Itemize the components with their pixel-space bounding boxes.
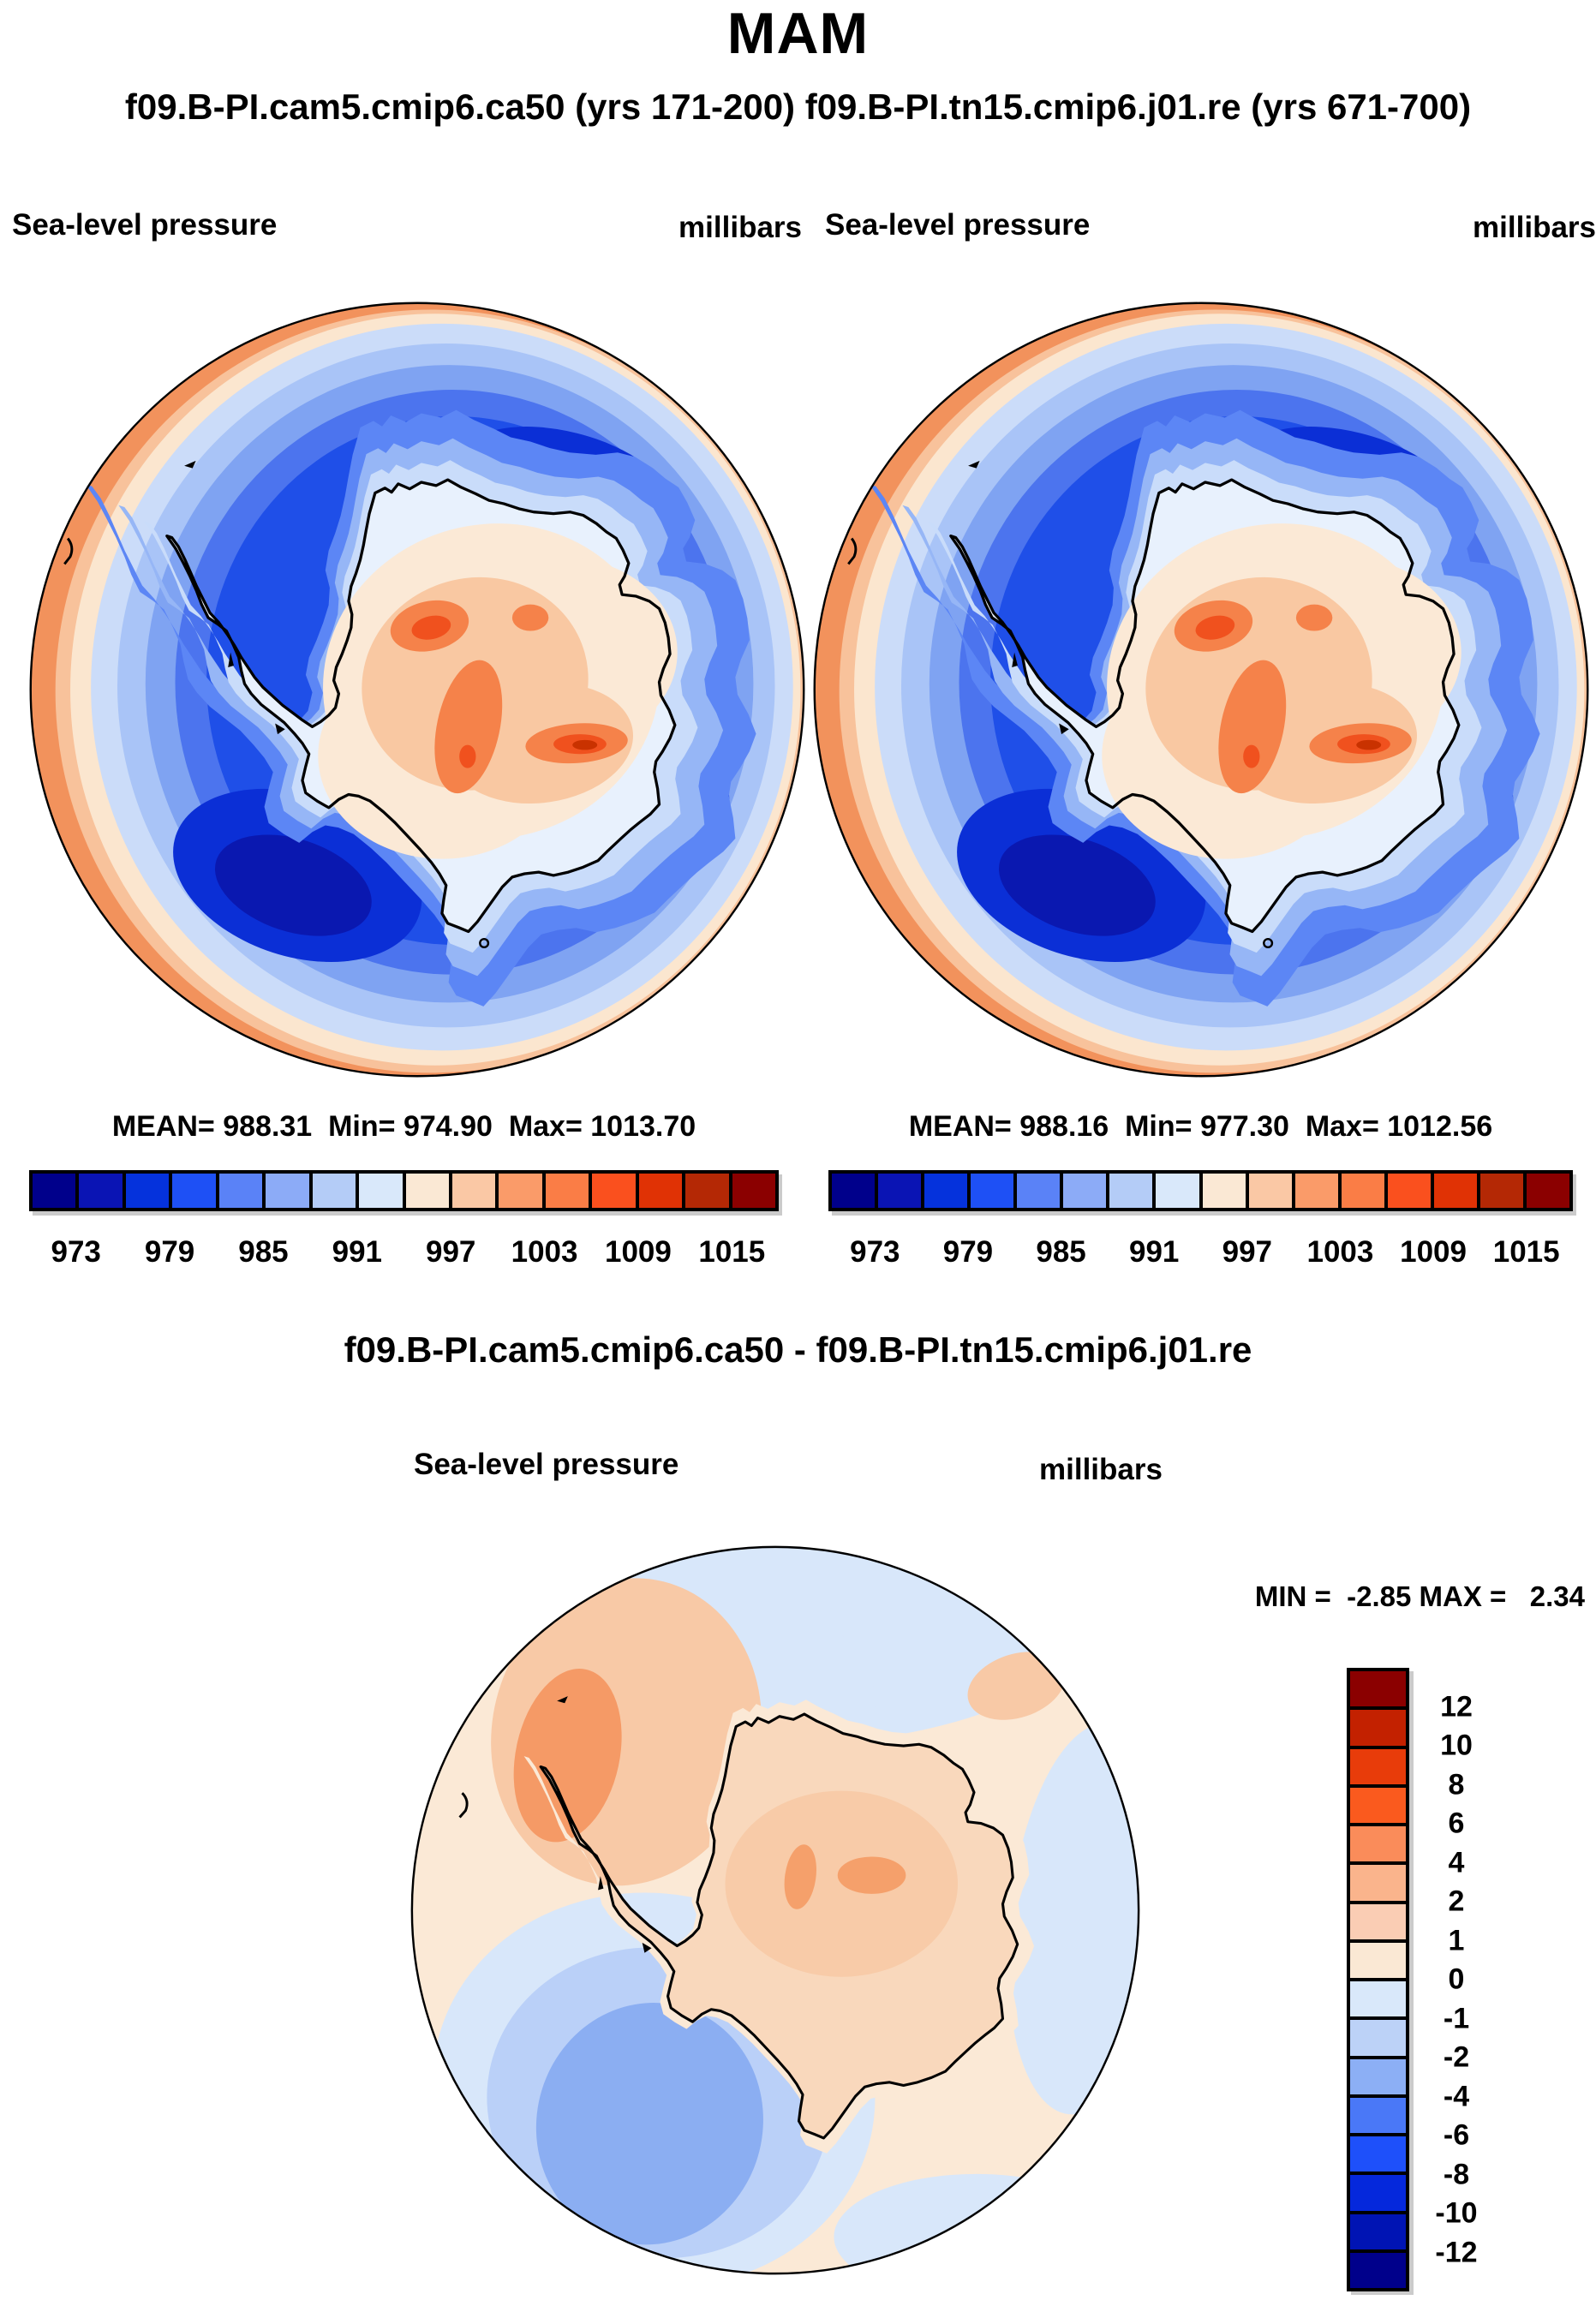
colorbar-tick-label: 10 — [1440, 1729, 1473, 1762]
pressure-colorbar-right — [828, 1170, 1573, 1211]
slp-map-right — [809, 297, 1593, 1082]
colorbar-cell — [1060, 1174, 1107, 1208]
colorbar-cell — [541, 1174, 589, 1208]
colorbar-cell — [1430, 1174, 1477, 1208]
colorbar-cell — [1476, 1174, 1523, 1208]
colorbar-cell — [1350, 1783, 1406, 1823]
colorbar-cell — [1350, 1823, 1406, 1862]
colorbar-tick-label: 6 — [1448, 1807, 1465, 1840]
diff-minmax-readout: MIN = -2.85 MAX = 2.34 — [1254, 1580, 1585, 1612]
colorbar-tick-label: 1009 — [1400, 1235, 1467, 1269]
colorbar-cell — [402, 1174, 449, 1208]
colorbar-tick-label: 8 — [1448, 1768, 1465, 1801]
colorbar-cell — [1350, 1939, 1406, 1978]
colorbar-cell — [1350, 2210, 1406, 2249]
colorbar-tick-label: -4 — [1443, 2080, 1470, 2112]
colorbar-cell — [1013, 1174, 1061, 1208]
colorbar-tick-label: 973 — [850, 1235, 900, 1269]
colorbar-tick-label: 4 — [1448, 1846, 1465, 1879]
colorbar-tick-label: 997 — [1222, 1235, 1273, 1269]
pressure-colorbar-ticks-right: 973 979 985 991 997 1003 1009 1015 — [828, 1235, 1573, 1273]
difference-title: f09.B-PI.cam5.cmip6.ca50 - f09.B-PI.tn15… — [344, 1329, 1252, 1370]
colorbar-cell — [448, 1174, 496, 1208]
field-label-right: Sea-level pressure — [825, 208, 1091, 242]
colorbar-tick-label: -6 — [1443, 2118, 1470, 2152]
colorbar-cell — [1350, 1671, 1406, 1707]
colorbar-tick-label: 979 — [942, 1235, 994, 1269]
page-title: MAM — [726, 1, 870, 66]
colorbar-cell — [262, 1174, 309, 1208]
colorbar-cell — [1522, 1174, 1569, 1208]
colorbar-cell — [967, 1174, 1014, 1208]
colorbar-cell — [1152, 1174, 1199, 1208]
stats-left: MEAN= 988.31 Min= 974.90 Max= 1013.70 — [111, 1110, 696, 1143]
colorbar-cell — [832, 1174, 876, 1208]
colorbar-tick-label: -12 — [1435, 2236, 1478, 2268]
colorbar-cell — [1106, 1174, 1153, 1208]
colorbar-cell — [1198, 1174, 1246, 1208]
colorbar-cell — [169, 1174, 216, 1208]
colorbar-cell — [1350, 2055, 1406, 2094]
colorbar-cell — [1337, 1174, 1384, 1208]
colorbar-tick-label: 1015 — [698, 1235, 766, 1269]
field-label-diff: Sea-level pressure — [414, 1448, 679, 1481]
colorbar-cell — [1350, 2249, 1406, 2288]
colorbar-cell — [215, 1174, 263, 1208]
colorbar-tick-label: 979 — [144, 1235, 195, 1269]
field-label-left: Sea-level pressure — [12, 208, 278, 242]
difference-colorbar — [1347, 1668, 1409, 2291]
pressure-colorbar-left — [29, 1170, 779, 1211]
colorbar-cell — [1350, 1706, 1406, 1746]
colorbar-cell — [1350, 2094, 1406, 2133]
units-label-diff: millibars — [1039, 1453, 1163, 1486]
colorbar-cell — [495, 1174, 542, 1208]
units-label-left: millibars — [678, 211, 802, 244]
colorbar-tick-label: 985 — [1036, 1235, 1086, 1269]
colorbar-tick-label: 997 — [425, 1235, 476, 1269]
colorbar-tick-label: 0 — [1448, 1962, 1465, 1996]
colorbar-cell — [728, 1174, 775, 1208]
colorbar-tick-label: 973 — [51, 1235, 101, 1269]
slp-difference-map — [407, 1542, 1144, 2279]
colorbar-cell — [1350, 1978, 1406, 2017]
colorbar-cell — [1350, 2016, 1406, 2056]
pressure-colorbar-ticks-left: 973 979 985 991 997 1003 1009 1015 — [29, 1235, 779, 1273]
colorbar-tick-label: 991 — [1128, 1235, 1180, 1269]
colorbar-tick-label: 985 — [238, 1235, 289, 1269]
units-label-right: millibars — [1473, 211, 1596, 244]
colorbar-tick-label: -8 — [1443, 2158, 1470, 2190]
colorbar-cell — [1350, 1900, 1406, 1939]
colorbar-cell — [1384, 1174, 1431, 1208]
colorbar-tick-label: 2 — [1448, 1885, 1465, 1918]
colorbar-tick-label: -1 — [1443, 2002, 1470, 2034]
colorbar-tick-label: 1003 — [1306, 1235, 1374, 1269]
colorbar-tick-label: 991 — [332, 1235, 383, 1269]
run-names-subtitle: f09.B-PI.cam5.cmip6.ca50 (yrs 171-200) f… — [124, 87, 1472, 127]
colorbar-tick-label: 1 — [1448, 1924, 1465, 1957]
colorbar-cell — [589, 1174, 636, 1208]
colorbar-cell — [122, 1174, 170, 1208]
colorbar-cell — [308, 1174, 356, 1208]
colorbar-cell — [1350, 1745, 1406, 1784]
colorbar-cell — [1350, 1861, 1406, 1901]
colorbar-cell — [682, 1174, 729, 1208]
colorbar-cell — [875, 1174, 922, 1208]
colorbar-cell — [33, 1174, 76, 1208]
colorbar-cell — [1350, 2172, 1406, 2211]
colorbar-cell — [1245, 1174, 1292, 1208]
slp-map-left — [25, 297, 810, 1082]
colorbar-tick-label: 1015 — [1492, 1235, 1560, 1269]
colorbar-tick-label: 1009 — [605, 1235, 672, 1269]
colorbar-tick-label: -2 — [1443, 2040, 1470, 2074]
colorbar-cell — [635, 1174, 683, 1208]
colorbar-tick-label: 12 — [1440, 1690, 1473, 1723]
colorbar-tick-label: -10 — [1435, 2196, 1478, 2230]
colorbar-tick-label: 1003 — [511, 1235, 578, 1269]
colorbar-cell — [75, 1174, 123, 1208]
stats-right: MEAN= 988.16 Min= 977.30 Max= 1012.56 — [908, 1110, 1493, 1143]
colorbar-cell — [1350, 2133, 1406, 2172]
colorbar-cell — [921, 1174, 968, 1208]
colorbar-cell — [1291, 1174, 1338, 1208]
colorbar-cell — [356, 1174, 403, 1208]
